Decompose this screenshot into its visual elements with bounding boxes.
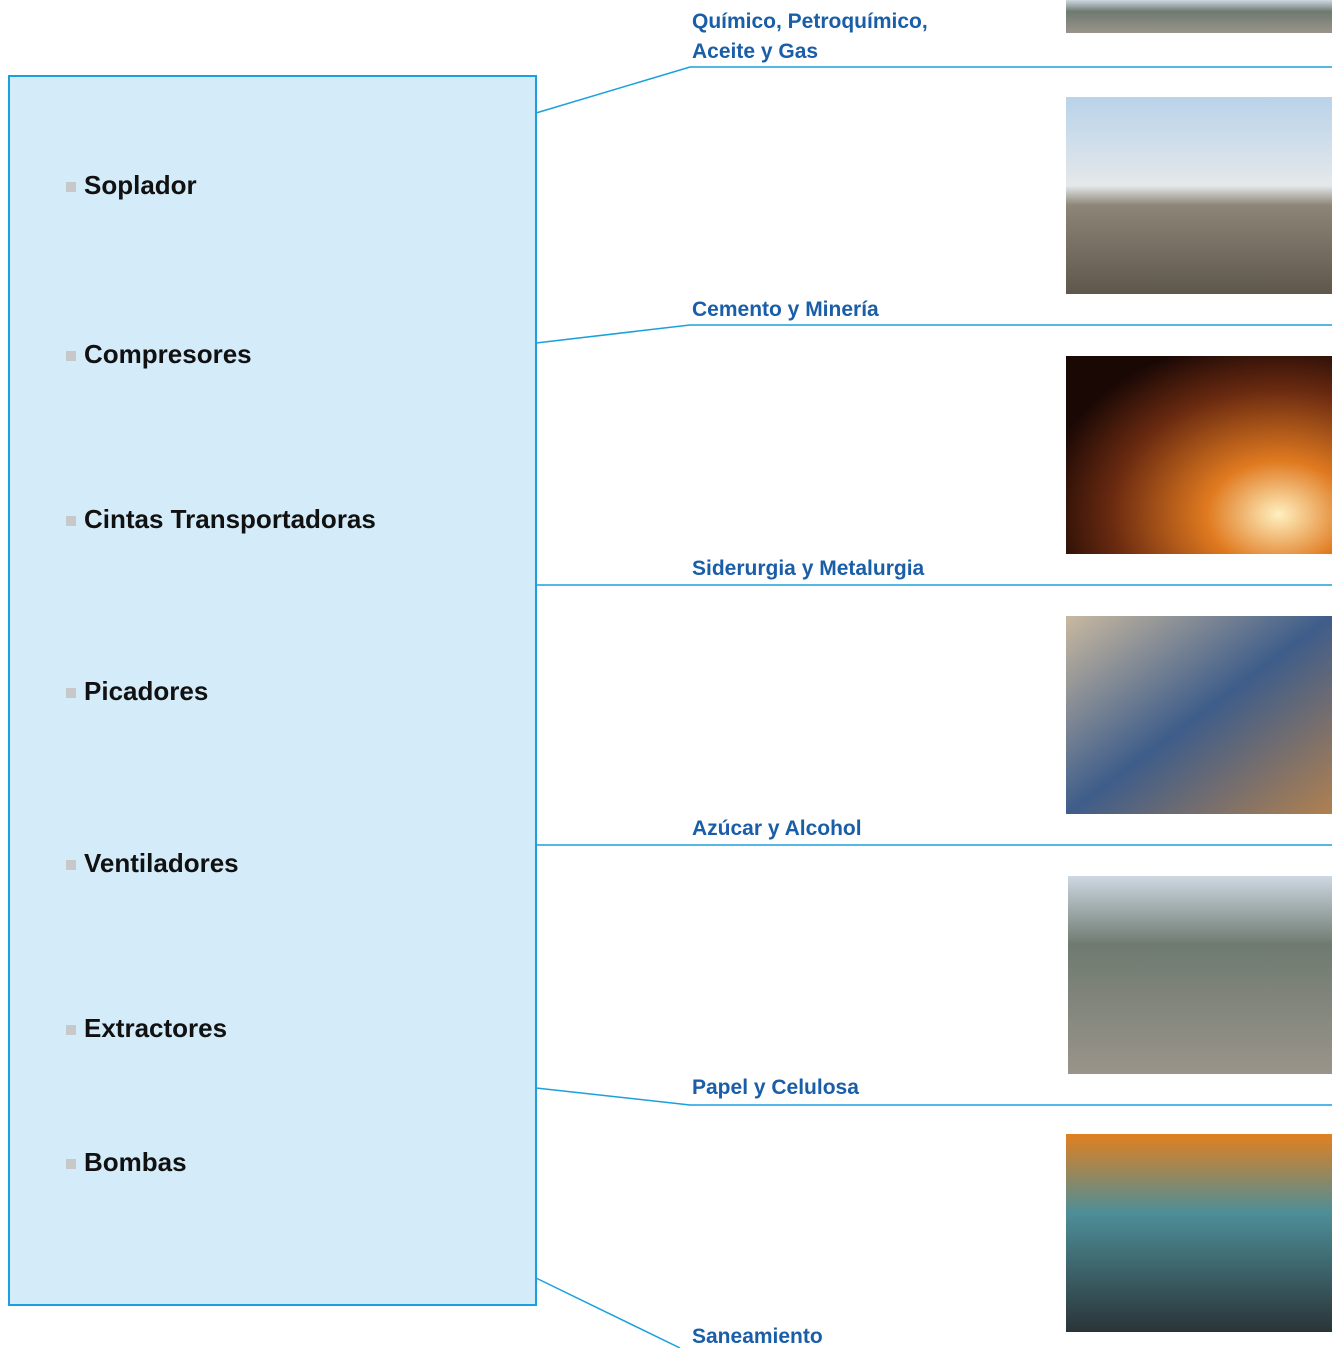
diagram — [0, 0, 1341, 1348]
page: Soplador Compresores Cintas Transportado… — [0, 0, 1341, 1348]
equipment-item: Cintas Transportadoras — [66, 504, 376, 534]
photo — [1066, 97, 1332, 294]
connector — [536, 1278, 680, 1348]
industry-label: Químico, Petroquímico, Aceite y Gas — [692, 7, 982, 67]
industry-label: Papel y Celulosa — [692, 1073, 992, 1103]
equipment-item: Soplador — [66, 170, 197, 200]
photo — [1066, 616, 1332, 814]
equipment-item: Extractores — [66, 1013, 227, 1043]
photo — [1066, 0, 1332, 33]
equipment-item: Ventiladores — [66, 848, 239, 878]
industry-label: Azúcar y Alcohol — [692, 814, 992, 844]
photo — [1066, 356, 1332, 554]
industry-label: Cemento y Minería — [692, 295, 992, 325]
industry-label: Siderurgia y Metalurgia — [692, 554, 992, 584]
industry-label: Saneamiento — [692, 1322, 992, 1348]
equipment-item: Compresores — [66, 339, 252, 369]
connector — [536, 325, 1332, 343]
photo — [1068, 876, 1332, 1074]
equipment-item: Picadores — [66, 676, 208, 706]
photo — [1066, 1134, 1332, 1332]
equipment-item: Bombas — [66, 1147, 187, 1177]
